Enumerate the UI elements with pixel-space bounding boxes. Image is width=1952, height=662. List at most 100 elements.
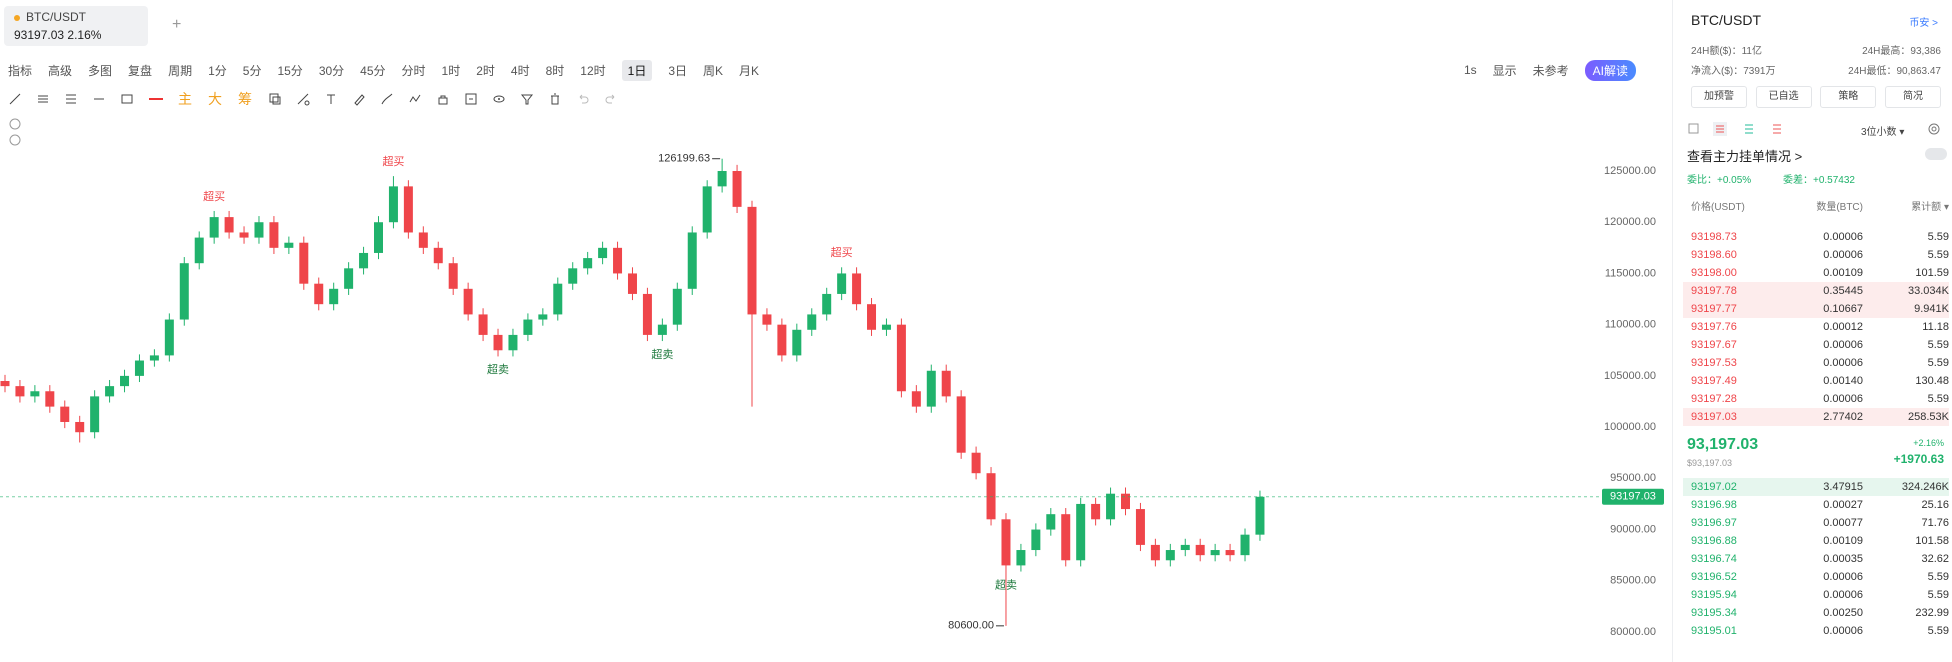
book-cell: 93196.74 <box>1691 553 1737 565</box>
interval[interactable]: 周K <box>703 63 724 78</box>
toolbar-item[interactable]: 高级 <box>48 63 73 78</box>
rect-tool[interactable] <box>120 92 134 106</box>
interval[interactable]: 15分 <box>277 63 303 78</box>
interval[interactable]: 5分 <box>242 63 262 78</box>
brush-tool[interactable] <box>352 92 366 106</box>
interval[interactable]: 月K <box>739 63 760 78</box>
candle-body <box>598 247 608 259</box>
book-header: 价格(USDT) 数量(BTC) 累计额 ▾ <box>1683 196 1949 214</box>
button[interactable]: 简况 <box>1884 86 1941 108</box>
toolbar-item[interactable]: 多图 <box>88 63 113 78</box>
line-tool[interactable] <box>8 92 22 106</box>
candle-body <box>941 370 951 397</box>
indicator-tool[interactable]: 主 <box>178 91 192 107</box>
drawing-toolbar: 主大筹 <box>8 88 632 110</box>
indicator-tool[interactable]: 大 <box>208 91 222 107</box>
color-tool[interactable] <box>148 92 164 106</box>
delete-tool[interactable] <box>548 92 562 106</box>
interval[interactable]: 8时 <box>545 63 565 78</box>
book-cell: 0.00006 <box>1823 231 1863 243</box>
candle-body <box>60 406 70 422</box>
button[interactable]: 策略 <box>1820 86 1877 108</box>
candle-body <box>881 324 891 330</box>
book-row: 93197.77 0.10667 9.941K <box>1683 300 1949 318</box>
channel-tool[interactable] <box>64 92 78 106</box>
toolbar-item[interactable]: AI解读 <box>1584 59 1636 81</box>
hline-tool[interactable] <box>36 92 50 106</box>
button[interactable]: 已自选 <box>1755 86 1812 108</box>
add-tab[interactable]: + <box>172 16 182 33</box>
tab-change: 2.16% <box>67 28 102 42</box>
interval[interactable]: 4时 <box>510 63 530 78</box>
filter-tool[interactable] <box>520 92 534 106</box>
measure-tool[interactable] <box>296 92 310 106</box>
book-cell: 5.59 <box>1927 231 1949 243</box>
book-cell: 71.76 <box>1921 517 1949 529</box>
book-row: 93197.67 0.00006 5.59 <box>1683 336 1949 354</box>
toolbar-item[interactable]: 指标 <box>8 63 33 78</box>
interval[interactable]: 2时 <box>476 63 495 78</box>
pen-tool[interactable] <box>380 92 394 106</box>
book-cell: 101.58 <box>1915 535 1949 547</box>
candle-body <box>568 268 578 284</box>
toolbar-item[interactable]: 显示 <box>1492 63 1517 78</box>
interval[interactable]: 45分 <box>360 63 386 78</box>
book-cell: 93197.03 <box>1691 411 1737 423</box>
candle-body <box>105 386 115 397</box>
candle-body <box>687 232 697 289</box>
book-cell: 258.53K <box>1908 411 1949 423</box>
candle-body <box>134 360 144 376</box>
stat: 净流入($)：7391万 <box>1691 66 1776 77</box>
precision-select[interactable]: 3位小数 ▾ <box>1861 127 1905 138</box>
toolbar-item[interactable]: 复盘 <box>128 63 153 78</box>
toggle[interactable] <box>1925 148 1947 160</box>
settings[interactable] <box>1927 122 1941 136</box>
candle-body <box>1210 550 1220 556</box>
candle-body <box>627 273 637 294</box>
indicator-toggle[interactable] <box>9 134 21 146</box>
redo[interactable] <box>604 92 618 106</box>
y-tick-label: 85000.00 <box>1610 575 1656 587</box>
eye-tool[interactable] <box>492 92 506 106</box>
button[interactable]: 加预警 <box>1691 86 1747 108</box>
interval[interactable]: 12时 <box>580 63 606 78</box>
exchange-link[interactable]: 币安 > <box>1909 18 1938 29</box>
last-price: 93,197.03 <box>1687 436 1759 453</box>
pattern-tool[interactable] <box>408 92 422 106</box>
text-tool[interactable] <box>324 92 338 106</box>
indicator-toggle[interactable] <box>9 118 21 130</box>
interval[interactable]: 30分 <box>318 63 345 78</box>
candle-body <box>403 186 413 233</box>
candle-body <box>314 283 324 305</box>
interval[interactable]: 分时 <box>401 63 426 78</box>
book-cell: 0.00006 <box>1823 339 1863 351</box>
lock-tool[interactable] <box>436 92 450 106</box>
ray-tool[interactable] <box>92 92 106 106</box>
undo[interactable] <box>576 92 590 106</box>
indicator-tool[interactable]: 筹 <box>238 91 252 107</box>
book-cell: 93198.60 <box>1691 249 1737 261</box>
book-cell: 9.941K <box>1914 303 1949 315</box>
layer-tool[interactable] <box>268 92 282 106</box>
book-cell: 0.35445 <box>1823 285 1863 297</box>
book-cell: 5.59 <box>1927 249 1949 261</box>
symbol-tab[interactable]: BTC/USDT 93197.03 2.16% <box>4 6 148 46</box>
candle-body <box>75 421 85 433</box>
interval[interactable]: 1分 <box>208 63 227 78</box>
book-row: 93197.49 0.00140 130.48 <box>1683 372 1949 390</box>
candle-body <box>1240 534 1250 556</box>
interval[interactable]: 1日 <box>621 59 653 81</box>
book-row: 93196.52 0.00006 5.59 <box>1683 568 1949 586</box>
candle-body <box>986 473 996 520</box>
toolbar-item[interactable]: 周期 <box>168 63 193 78</box>
whale-link[interactable]: 查看主力挂单情况 > <box>1687 149 1803 164</box>
interval[interactable]: 1时 <box>441 63 461 78</box>
candle-body <box>448 263 458 289</box>
interval[interactable]: 3日 <box>668 63 688 78</box>
toolbar-item[interactable]: 1s <box>1463 63 1477 77</box>
book-cell: 93197.28 <box>1691 393 1737 405</box>
book-cell: 5.59 <box>1927 589 1949 601</box>
candlestick-chart: 80000.00 85000.00 90000.00 95000.00 100000.0… <box>0 118 1664 638</box>
zoom-tool[interactable] <box>464 92 478 106</box>
toolbar-item[interactable]: 未参考 <box>1532 63 1569 78</box>
